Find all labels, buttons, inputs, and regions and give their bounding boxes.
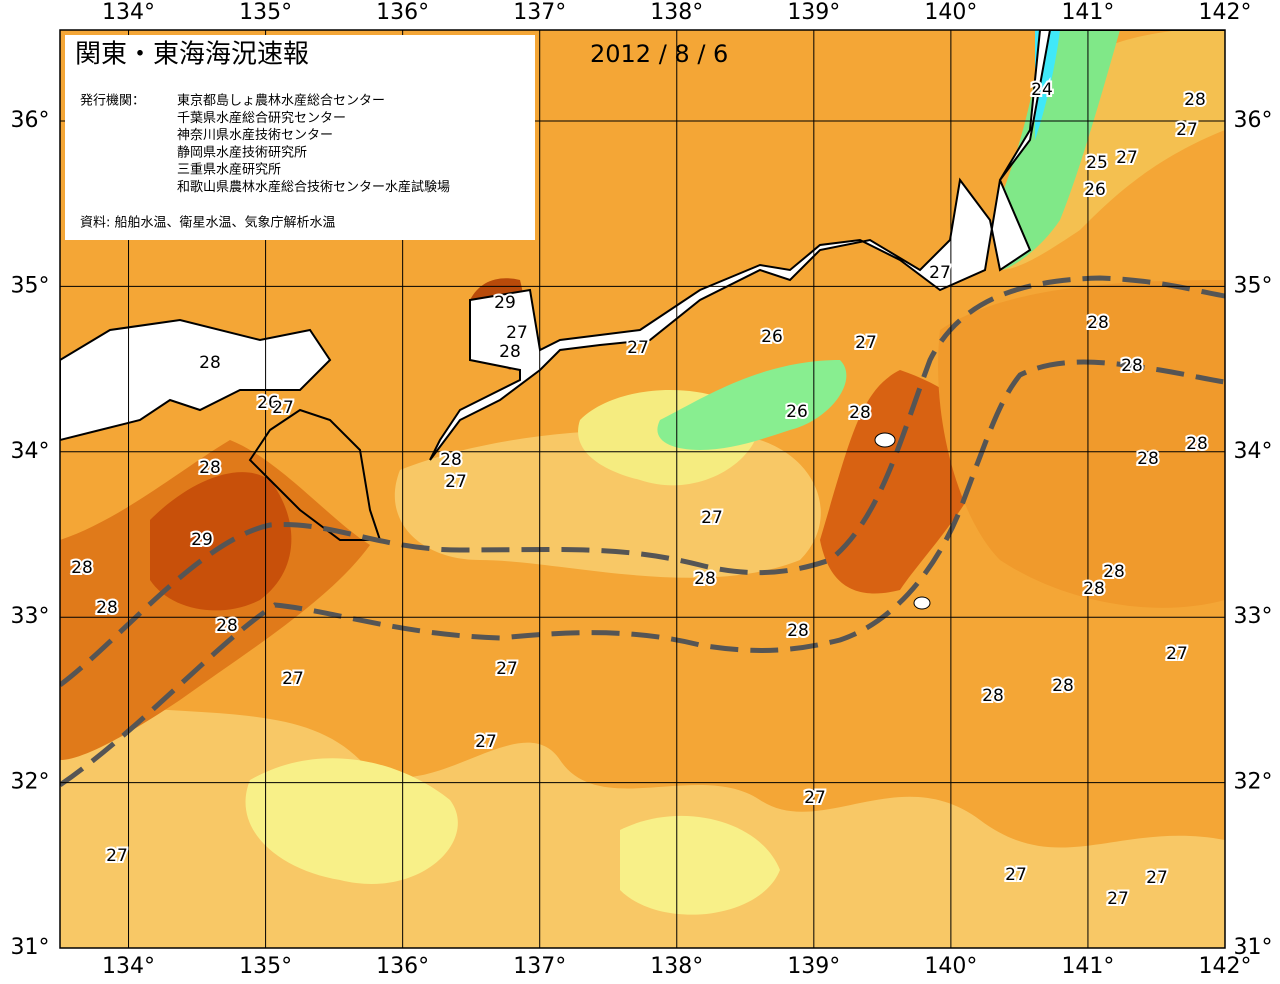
lat-label-right: 34° [1234, 439, 1273, 464]
contour-label: 28 [1103, 562, 1125, 582]
contour-label: 28 [1121, 356, 1143, 376]
lon-label-bottom: 141° [1061, 954, 1114, 979]
contour-label: 27 [282, 669, 304, 689]
issuer-list: 東京都島しょ農林水産総合センター千葉県水産総合研究センター神奈川県水産技術センタ… [177, 93, 450, 196]
contour-label: 28 [1184, 90, 1206, 110]
contour-label: 28 [1186, 434, 1208, 454]
contour-label: 27 [1116, 148, 1138, 168]
lat-label-right: 31° [1234, 935, 1273, 960]
contour-label: 27 [627, 338, 649, 358]
lat-label-right: 36° [1234, 108, 1273, 133]
lat-label-left: 35° [11, 273, 50, 298]
contour-label: 27 [929, 263, 951, 283]
lat-label-left: 36° [11, 108, 50, 133]
date: 2012 / 8 / 6 [590, 40, 728, 68]
lon-label-bottom: 135° [239, 954, 292, 979]
contour-label: 27 [855, 333, 877, 353]
issuer: 東京都島しょ農林水産総合センター [177, 93, 385, 109]
contour-label: 28 [849, 403, 871, 423]
contour-label: 27 [496, 659, 518, 679]
lon-label-top: 136° [376, 0, 429, 25]
contour-label: 28 [694, 569, 716, 589]
contour-label: 29 [494, 293, 516, 313]
contour-label: 27 [106, 846, 128, 866]
lon-label-top: 137° [513, 0, 566, 25]
contour-label: 25 [1086, 153, 1108, 173]
contour-label: 27 [1107, 889, 1129, 909]
lat-label-right: 35° [1234, 273, 1273, 298]
contour-label: 28 [440, 450, 462, 470]
lon-label-top: 134° [102, 0, 155, 25]
contour-label: 28 [499, 342, 521, 362]
contour-label: 27 [506, 323, 528, 343]
lon-label-top: 140° [924, 0, 977, 25]
contour-label: 28 [216, 616, 238, 636]
issuer: 千葉県水産総合研究センター [177, 110, 346, 126]
issuer: 神奈川県水産技術センター [177, 127, 333, 143]
issuer-label: 発行機関： [80, 94, 145, 109]
lon-label-bottom: 134° [102, 954, 155, 979]
lat-label-right: 32° [1234, 770, 1273, 795]
contour-label: 27 [701, 508, 723, 528]
contour-label: 27 [475, 732, 497, 752]
contour-label: 28 [787, 621, 809, 641]
lon-label-bottom: 142° [1199, 954, 1252, 979]
lon-label-bottom: 138° [650, 954, 703, 979]
contour-label: 28 [96, 598, 118, 618]
contour-label: 28 [1052, 676, 1074, 696]
source: 資料: 船舶水温、衛星水温、気象庁解析水温 [80, 215, 336, 231]
contour-label: 26 [257, 393, 279, 413]
contour-label: 27 [1146, 868, 1168, 888]
contour-label: 28 [199, 353, 221, 373]
contour-label: 28 [1083, 579, 1105, 599]
issuer: 静岡県水産技術研究所 [177, 144, 307, 160]
contour-label: 27 [445, 472, 467, 492]
title: 関東・東海海況速報 [75, 40, 309, 70]
contour-label: 29 [191, 530, 213, 550]
issuer: 和歌山県農林水産総合技術センター水産試験場 [177, 179, 450, 195]
contour-label: 24 [1031, 80, 1053, 100]
issuer: 三重県水産研究所 [177, 162, 281, 178]
lat-label-right: 33° [1234, 604, 1273, 629]
contour-label: 28 [71, 558, 93, 578]
contour-label: 28 [1137, 449, 1159, 469]
lon-label-top: 141° [1061, 0, 1114, 25]
lat-label-left: 31° [11, 935, 50, 960]
sea-surface [60, 30, 1225, 948]
contour-label: 26 [786, 402, 808, 422]
lon-label-bottom: 140° [924, 954, 977, 979]
lon-label-bottom: 137° [513, 954, 566, 979]
contour-label: 27 [272, 398, 294, 418]
map-frame [59, 29, 1226, 949]
lon-label-top: 138° [650, 0, 703, 25]
contour-label: 27 [1176, 120, 1198, 140]
contour-label: 26 [1084, 180, 1106, 200]
contour-label: 27 [1166, 644, 1188, 664]
lon-label-top: 135° [239, 0, 292, 25]
lat-label-left: 33° [11, 604, 50, 629]
legend-box [65, 35, 535, 240]
contour-label: 27 [1005, 865, 1027, 885]
lat-label-left: 32° [11, 770, 50, 795]
contour-label: 28 [1087, 313, 1109, 333]
contour-label: 28 [199, 458, 221, 478]
lon-label-bottom: 136° [376, 954, 429, 979]
lon-label-top: 139° [787, 0, 840, 25]
contour-label: 27 [804, 788, 826, 808]
contour-label: 26 [761, 327, 783, 347]
lon-label-top: 142° [1199, 0, 1252, 25]
contour-label: 28 [982, 686, 1004, 706]
lat-label-left: 34° [11, 439, 50, 464]
lon-label-bottom: 139° [787, 954, 840, 979]
